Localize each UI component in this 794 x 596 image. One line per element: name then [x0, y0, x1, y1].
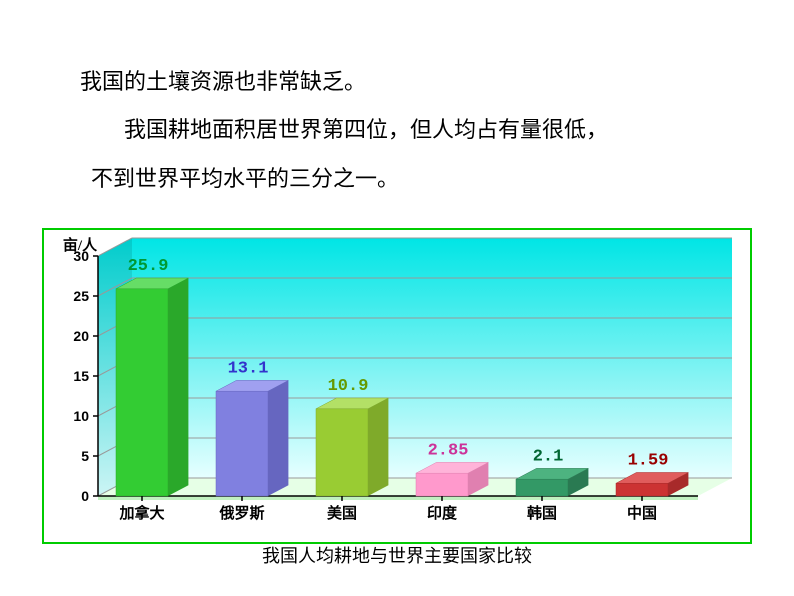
bar-value-label: 25.9 [128, 257, 169, 276]
bar-side [268, 380, 288, 496]
ytick-label: 5 [81, 448, 89, 464]
paragraph-1: 我国的土壤资源也非常缺乏。 [80, 58, 720, 106]
bar-value-label: 10.9 [328, 377, 369, 396]
ytick-label: 10 [73, 408, 89, 424]
bar-value-label: 2.1 [533, 447, 564, 466]
bar-front [316, 409, 368, 496]
ytick-label: 0 [81, 488, 89, 504]
bar-front [616, 483, 668, 496]
ytick-label: 25 [73, 288, 89, 304]
bar-front [516, 479, 568, 496]
bar-value-label: 1.59 [628, 451, 669, 470]
bar-chart: 051015202530亩/人25.9加拿大13.1俄罗斯10.9美国2.85印… [42, 228, 752, 568]
bar-value-label: 2.85 [428, 441, 469, 460]
chart-caption: 我国人均耕地与世界主要国家比较 [42, 542, 752, 568]
x-category-label: 韩国 [527, 504, 557, 522]
bar-front [416, 473, 468, 496]
ytick-label: 20 [73, 328, 89, 344]
paragraph-2: 我国耕地面积居世界第四位，但人均占有量很低， [80, 106, 720, 154]
paragraph-3: 不到世界平均水平的三分之一。 [80, 155, 720, 203]
x-category-label: 中国 [627, 504, 657, 522]
bar-side [168, 278, 188, 496]
ytick-label: 15 [73, 368, 89, 384]
intro-text: 我国的土壤资源也非常缺乏。 我国耕地面积居世界第四位，但人均占有量很低， 不到世… [80, 58, 720, 203]
y-axis-label: 亩/人 [63, 236, 98, 254]
x-category-label: 俄罗斯 [218, 504, 264, 522]
x-category-label: 印度 [427, 504, 458, 522]
x-category-label: 加拿大 [118, 504, 164, 522]
bar-front [216, 391, 268, 496]
bar-front [116, 289, 168, 496]
chart-svg: 051015202530亩/人25.9加拿大13.1俄罗斯10.9美国2.85印… [42, 228, 752, 544]
bar-value-label: 13.1 [228, 359, 269, 378]
x-category-label: 美国 [327, 504, 357, 522]
bar-side [368, 398, 388, 496]
